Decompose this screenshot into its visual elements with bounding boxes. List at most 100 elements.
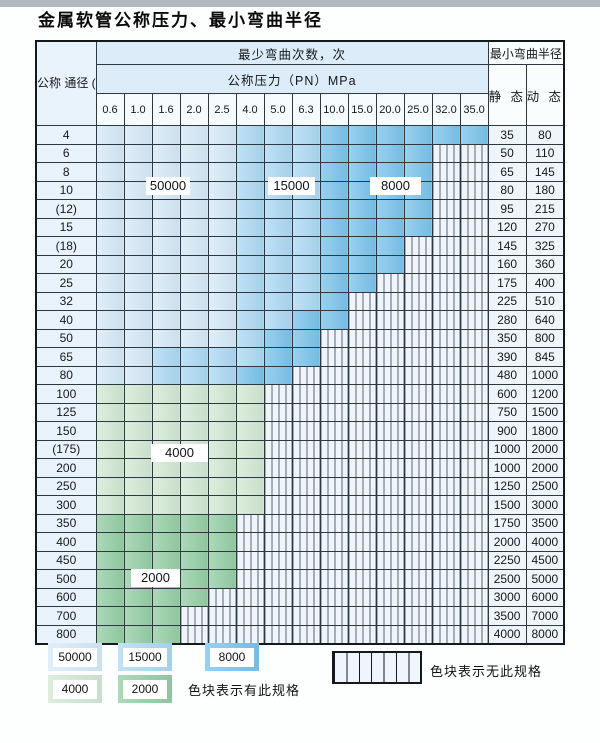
- no-spec-cell: [431, 402, 461, 422]
- no-spec-cell: [235, 606, 265, 626]
- spec-region-cell: [95, 125, 125, 145]
- static-radius-cell: 750: [487, 402, 527, 422]
- spec-region-cell: [263, 291, 293, 311]
- spec-region-cell: [123, 273, 153, 293]
- pressure-column-header: 0.6: [95, 93, 125, 126]
- dynamic-radius-cell: 325: [525, 236, 565, 256]
- no-spec-cell: [291, 587, 321, 607]
- no-spec-cell: [403, 384, 433, 404]
- no-spec-cell: [263, 624, 293, 644]
- no-spec-cell: [431, 624, 461, 644]
- dynamic-radius-cell: 2000: [525, 439, 565, 459]
- spec-region-cell: [319, 143, 349, 163]
- spec-region-cell: [95, 162, 125, 182]
- spec-region-cell: [207, 421, 237, 441]
- spec-region-cell: [319, 254, 349, 274]
- table-row: 450 2250 4500: [35, 550, 565, 570]
- spec-region-cell: [179, 310, 209, 330]
- spec-region-cell: [151, 143, 181, 163]
- pressure-values-row: 0.6 1.0 1.6 2.0 2.5 4.0 5.0 6.3 10.0 15.0 20.0 25.0…: [36, 93, 564, 126]
- no-spec-cell: [263, 439, 293, 459]
- no-spec-cell: [347, 606, 377, 626]
- spec-region-cell: [123, 606, 153, 626]
- spec-region-cell: [263, 217, 293, 237]
- dn-cell: 800: [35, 624, 97, 644]
- pressure-column-header: 1.0: [123, 93, 153, 126]
- no-spec-cell: [459, 162, 489, 182]
- spec-region-cell: [151, 310, 181, 330]
- dynamic-column-header: 动 态: [525, 64, 565, 126]
- no-spec-cell: [403, 439, 433, 459]
- spec-region-cell: [291, 273, 321, 293]
- spec-region-cell: [95, 513, 125, 533]
- no-spec-cell: [459, 624, 489, 644]
- no-spec-cell: [347, 347, 377, 367]
- legend-no-spec-swatch: [332, 651, 422, 684]
- spec-region-cell: [235, 365, 265, 385]
- no-spec-cell: [431, 365, 461, 385]
- no-spec-cell: [459, 347, 489, 367]
- no-spec-cell: [291, 495, 321, 515]
- no-spec-cell: [459, 254, 489, 274]
- legend-row-1: 50000 15000 8000: [48, 643, 275, 671]
- spec-region-cell: [95, 328, 125, 348]
- no-spec-cell: [431, 310, 461, 330]
- spec-region-cell: [291, 328, 321, 348]
- table-row: (18) 145 325: [35, 236, 565, 256]
- spec-region-cell: [319, 125, 349, 145]
- no-spec-cell: [291, 532, 321, 552]
- no-spec-cell: [347, 587, 377, 607]
- legend-swatch-label: 50000: [53, 647, 97, 667]
- spec-region-cell: [151, 273, 181, 293]
- spec-region-cell: [151, 236, 181, 256]
- no-spec-cell: [459, 273, 489, 293]
- no-spec-cell: [431, 273, 461, 293]
- no-spec-cell: [431, 587, 461, 607]
- spec-region-cell: [235, 217, 265, 237]
- no-spec-cell: [263, 532, 293, 552]
- table-row: 40 280 640: [35, 310, 565, 330]
- no-spec-cell: [431, 217, 461, 237]
- no-spec-cell: [319, 458, 349, 478]
- spec-region-cell: [347, 217, 377, 237]
- spec-region-cell: [207, 532, 237, 552]
- no-spec-cell: [263, 384, 293, 404]
- no-spec-cell: [291, 476, 321, 496]
- no-spec-cell: [431, 236, 461, 256]
- spec-region-cell: [263, 254, 293, 274]
- spec-region-cell: [123, 236, 153, 256]
- spec-region-cell: [235, 162, 265, 182]
- no-spec-cell: [347, 328, 377, 348]
- spec-region-cell: [95, 476, 125, 496]
- spec-region-cell: [207, 180, 237, 200]
- spec-region-cell: [431, 125, 461, 145]
- spec-region-cell: [151, 550, 181, 570]
- pressure-column-header: 5.0: [263, 93, 293, 126]
- table-row: (12) 95 215: [35, 199, 565, 219]
- dn-cell: 20: [35, 254, 97, 274]
- no-spec-cell: [235, 569, 265, 589]
- no-spec-cell: [403, 624, 433, 644]
- no-spec-cell: [319, 513, 349, 533]
- dynamic-radius-cell: 7000: [525, 606, 565, 626]
- no-spec-cell: [375, 624, 405, 644]
- table-row: 700 3500 7000: [35, 606, 565, 626]
- spec-region-cell: [95, 254, 125, 274]
- legend-has-spec-caption: 色块表示有此规格: [188, 682, 301, 698]
- table-row: 50 350 800: [35, 328, 565, 348]
- spec-region-cell: [179, 402, 209, 422]
- spec-region-cell: [235, 273, 265, 293]
- no-spec-cell: [431, 421, 461, 441]
- no-spec-cell: [459, 569, 489, 589]
- spec-region-cell: [263, 143, 293, 163]
- spec-region-cell: [179, 587, 209, 607]
- table-row: 300 1500 3000: [35, 495, 565, 515]
- no-spec-cell: [347, 439, 377, 459]
- static-column-header: 静 态: [487, 64, 527, 126]
- spec-region-cell: [151, 217, 181, 237]
- no-spec-cell: [291, 458, 321, 478]
- spec-region-cell: [291, 236, 321, 256]
- dn-cell: 450: [35, 550, 97, 570]
- legend-swatch-50000: 50000: [48, 643, 102, 671]
- spec-region-cell: [235, 180, 265, 200]
